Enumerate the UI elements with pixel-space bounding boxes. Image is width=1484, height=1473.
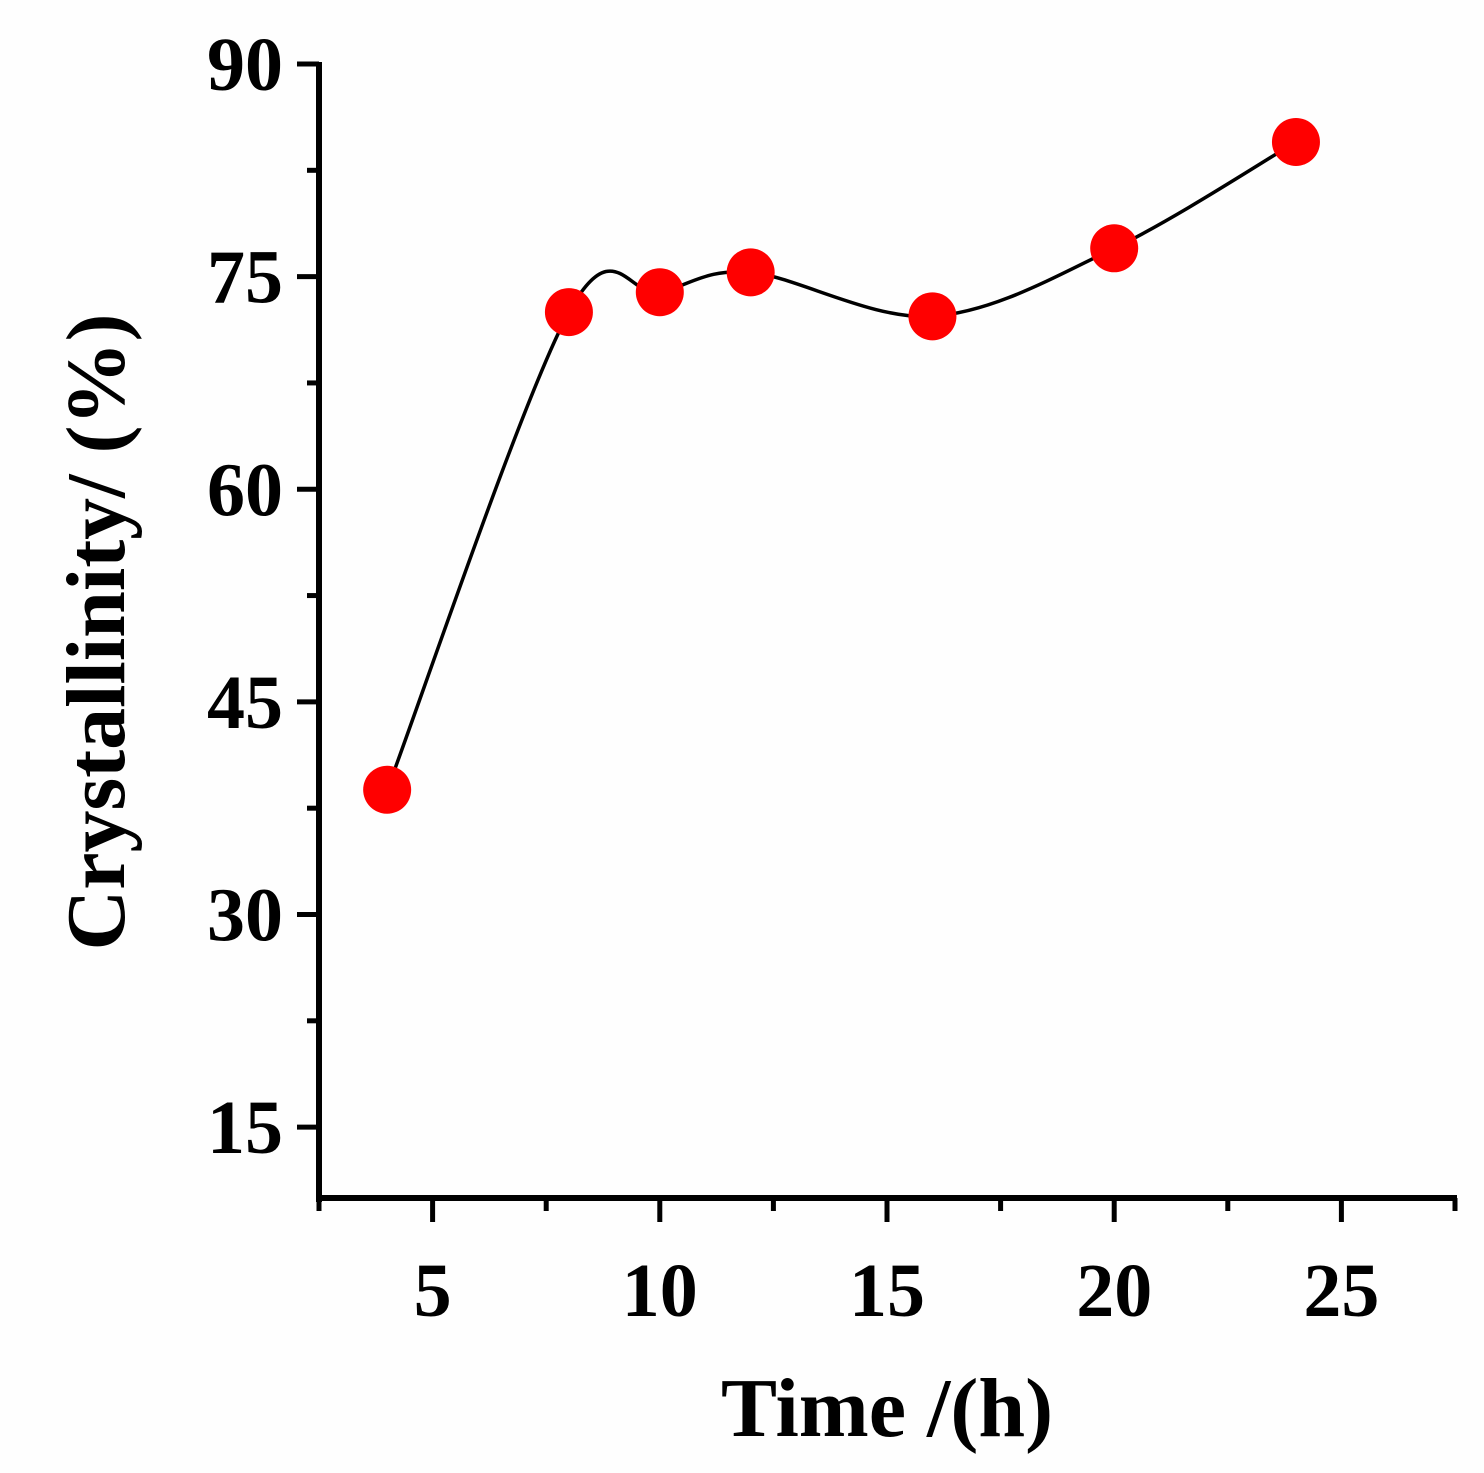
y-axis-title: Crystallinity/ (%) <box>50 314 143 951</box>
y-tick-label: 90 <box>207 23 283 107</box>
y-tick-label: 75 <box>207 236 283 320</box>
data-point <box>1090 224 1139 273</box>
x-axis-title: Time /(h) <box>721 1362 1053 1455</box>
y-tick-label: 15 <box>207 1086 283 1170</box>
x-tick-label: 25 <box>1303 1249 1379 1333</box>
labels-layer: Time /(h) Crystallinity/ (%) 15 30 45 60 75 9… <box>50 23 1379 1455</box>
axes-layer <box>297 61 1458 1222</box>
x-tick-label: 15 <box>849 1249 925 1333</box>
x-tick-label: 20 <box>1076 1249 1152 1333</box>
y-tick-label: 45 <box>207 661 283 745</box>
data-point <box>726 248 775 297</box>
data-point <box>544 288 593 337</box>
fit-line-layer <box>385 140 1297 791</box>
data-point <box>1271 117 1320 166</box>
data-points-layer <box>363 117 1320 814</box>
y-tick-label: 60 <box>207 448 283 532</box>
data-point <box>908 292 957 341</box>
x-tick-label: 5 <box>414 1249 452 1333</box>
data-point <box>635 268 684 317</box>
y-tick-label: 30 <box>207 874 283 958</box>
fit-curve <box>385 140 1297 791</box>
data-point <box>363 765 412 814</box>
x-tick-label: 10 <box>622 1249 698 1333</box>
